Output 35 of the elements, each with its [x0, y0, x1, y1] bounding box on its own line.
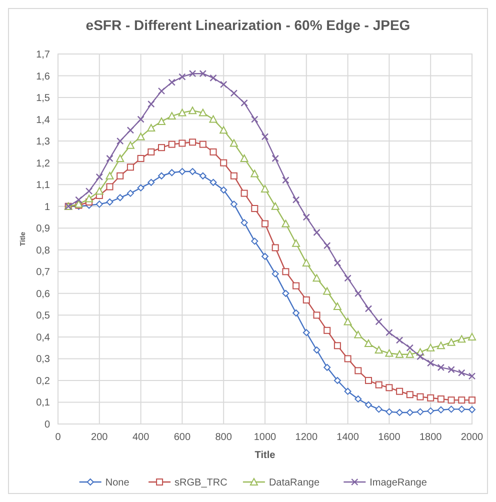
y-tick-label: 1,1 [36, 180, 50, 192]
legend-label: ImageRange [370, 478, 428, 488]
x-tick-label: 1600 [378, 432, 401, 443]
x-tick-label: 600 [174, 432, 191, 443]
legend-label: sRGB_TRC [174, 478, 228, 488]
y-tick-label: 0,7 [36, 267, 50, 278]
x-tick-label: 400 [132, 432, 150, 443]
x-tick-label: 2000 [460, 432, 484, 443]
y-tick-label: 0,5 [36, 310, 50, 322]
y-tick-label: 0,4 [36, 332, 50, 344]
y-tick-label: 0,9 [36, 224, 50, 235]
x-tick-label: 1200 [295, 432, 318, 443]
y-tick-label: 1,4 [36, 114, 50, 126]
x-tick-label: 800 [215, 432, 232, 443]
x-tick-label: 0 [55, 432, 62, 443]
x-tick-label: 1800 [419, 432, 442, 443]
y-tick-label: 1,7 [36, 50, 50, 60]
y-tick-label: 0,3 [36, 354, 50, 366]
y-tick-label: 1 [44, 202, 50, 213]
y-tick-label: 1,3 [36, 136, 50, 148]
chart-title: eSFR - Different Linearization - 60% Edge - JPEG [86, 17, 410, 33]
x-tick-label: 200 [91, 432, 108, 443]
y-tick-label: 0,6 [36, 288, 50, 300]
y-tick-label: 0,2 [36, 376, 50, 387]
x-axis-title: Title [254, 450, 276, 461]
legend-label: None [105, 478, 130, 488]
x-tick-label: 1400 [336, 432, 360, 443]
x-tick-label: 1000 [254, 432, 277, 443]
y-tick-label: 0 [44, 420, 50, 430]
y-tick-label: 1,6 [36, 71, 50, 82]
y-tick-label: 0,8 [36, 245, 50, 256]
y-tick-label: 0,1 [36, 398, 50, 409]
y-tick-label: 1,5 [36, 93, 50, 104]
legend-label: DataRange [268, 478, 320, 488]
y-tick-label: 1,2 [36, 158, 50, 170]
